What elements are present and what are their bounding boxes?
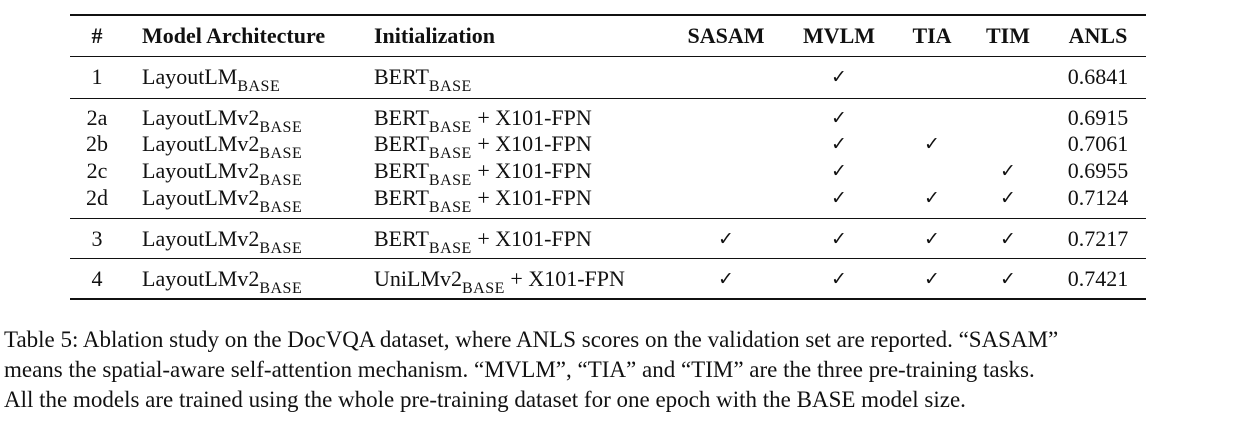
- row-number: 1: [91, 64, 103, 89]
- initialization: BERTBASE + X101-FPN: [374, 185, 592, 217]
- model-size-subscript: BASE: [259, 199, 303, 216]
- mvlm-check: ✓: [831, 228, 847, 250]
- mvlm-check: ✓: [831, 160, 847, 182]
- mvlm-check: ✓: [831, 66, 847, 88]
- row-number: 2d: [86, 185, 108, 210]
- model-name: LayoutLMv2: [142, 105, 260, 130]
- header-num: #: [91, 23, 103, 48]
- initialization: BERTBASE + X101-FPN: [374, 226, 592, 258]
- init-size-subscript: BASE: [428, 240, 472, 257]
- tia-check: ✓: [924, 228, 940, 250]
- row-number: 3: [91, 226, 103, 251]
- header-tim: TIM: [986, 23, 1030, 48]
- model-name: LayoutLMv2: [142, 131, 260, 156]
- initialization: UniLMv2BASE + X101-FPN: [374, 266, 625, 298]
- init-extra: + X101-FPN: [471, 105, 592, 130]
- mvlm-check: ✓: [831, 268, 847, 290]
- tim-check: ✓: [1000, 228, 1016, 250]
- header-anls: ANLS: [1068, 23, 1128, 48]
- init-extra: + X101-FPN: [471, 158, 592, 183]
- init-name: BERT: [374, 64, 429, 89]
- model-architecture: LayoutLMv2BASE: [142, 226, 302, 258]
- init-extra: + X101-FPN: [471, 185, 592, 210]
- ablation-table: # Model Architecture Initialization SASA…: [70, 14, 1146, 300]
- model-architecture: LayoutLMv2BASE: [142, 105, 302, 137]
- anls-score: 0.7217: [1067, 226, 1129, 251]
- group-rule: [70, 218, 1146, 219]
- initialization: BERTBASE + X101-FPN: [374, 105, 592, 137]
- model-name: LayoutLMv2: [142, 226, 260, 251]
- init-name: BERT: [374, 158, 429, 183]
- initialization: BERTBASE + X101-FPN: [374, 158, 592, 190]
- tia-check: ✓: [924, 268, 940, 290]
- model-name: LayoutLMv2: [142, 158, 260, 183]
- header-mvlm: MVLM: [802, 23, 876, 48]
- header-tia: TIA: [912, 23, 952, 48]
- init-name: BERT: [374, 131, 429, 156]
- model-name: LayoutLMv2: [142, 266, 260, 291]
- model-architecture: LayoutLMv2BASE: [142, 266, 302, 298]
- sasam-check: ✓: [718, 268, 734, 290]
- model-size-subscript: BASE: [237, 78, 281, 95]
- model-name: LayoutLM: [142, 64, 238, 89]
- row-number: 4: [91, 266, 103, 291]
- anls-score: 0.7061: [1067, 131, 1129, 156]
- anls-score: 0.6915: [1067, 105, 1129, 130]
- mvlm-check: ✓: [831, 187, 847, 209]
- init-name: BERT: [374, 105, 429, 130]
- init-name: BERT: [374, 226, 429, 251]
- group-rule: [70, 98, 1146, 99]
- caption-line-3: All the models are trained using the who…: [4, 387, 966, 412]
- initialization: BERTBASE + X101-FPN: [374, 131, 592, 163]
- table-bottom-rule: [70, 298, 1146, 300]
- anls-score: 0.6955: [1067, 158, 1129, 183]
- tia-check: ✓: [924, 187, 940, 209]
- caption-line-1: Table 5: Ablation study on the DocVQA da…: [4, 327, 1059, 352]
- table-caption: Table 5: Ablation study on the DocVQA da…: [4, 325, 1234, 415]
- header-initialization: Initialization: [374, 23, 496, 48]
- init-size-subscript: BASE: [462, 280, 505, 297]
- mvlm-check: ✓: [831, 107, 847, 129]
- init-size-subscript: BASE: [428, 78, 472, 95]
- header-sasam: SASAM: [687, 23, 765, 48]
- init-extra: + X101-FPN: [504, 266, 625, 291]
- model-architecture: LayoutLMv2BASE: [142, 131, 302, 163]
- group-rule: [70, 258, 1146, 259]
- tim-check: ✓: [1000, 268, 1016, 290]
- caption-line-2: means the spatial-aware self-attention m…: [4, 357, 1035, 382]
- row-number: 2a: [86, 105, 108, 130]
- anls-score: 0.6841: [1067, 64, 1129, 89]
- model-size-subscript: BASE: [259, 145, 303, 162]
- anls-score: 0.7124: [1067, 185, 1129, 210]
- model-architecture: LayoutLMBASE: [142, 64, 280, 96]
- sasam-check: ✓: [718, 228, 734, 250]
- initialization: BERTBASE: [374, 64, 472, 96]
- row-number: 2b: [86, 131, 108, 156]
- row-number: 2c: [86, 158, 108, 183]
- model-size-subscript: BASE: [259, 119, 303, 136]
- init-size-subscript: BASE: [428, 119, 472, 136]
- tim-check: ✓: [1000, 187, 1016, 209]
- init-name: BERT: [374, 185, 429, 210]
- model-size-subscript: BASE: [259, 172, 303, 189]
- init-size-subscript: BASE: [428, 145, 472, 162]
- header-model-architecture: Model Architecture: [142, 23, 326, 48]
- init-extra: + X101-FPN: [471, 226, 592, 251]
- table-top-rule: [70, 14, 1146, 16]
- header-rule: [70, 56, 1146, 57]
- tim-check: ✓: [1000, 160, 1016, 182]
- model-size-subscript: BASE: [259, 280, 303, 297]
- model-size-subscript: BASE: [259, 240, 303, 257]
- model-name: LayoutLMv2: [142, 185, 260, 210]
- anls-score: 0.7421: [1067, 266, 1129, 291]
- tia-check: ✓: [924, 133, 940, 155]
- init-name: UniLMv2: [374, 266, 462, 291]
- model-architecture: LayoutLMv2BASE: [142, 185, 302, 217]
- init-size-subscript: BASE: [428, 172, 472, 189]
- model-architecture: LayoutLMv2BASE: [142, 158, 302, 190]
- init-size-subscript: BASE: [428, 199, 472, 216]
- mvlm-check: ✓: [831, 133, 847, 155]
- init-extra: + X101-FPN: [471, 131, 592, 156]
